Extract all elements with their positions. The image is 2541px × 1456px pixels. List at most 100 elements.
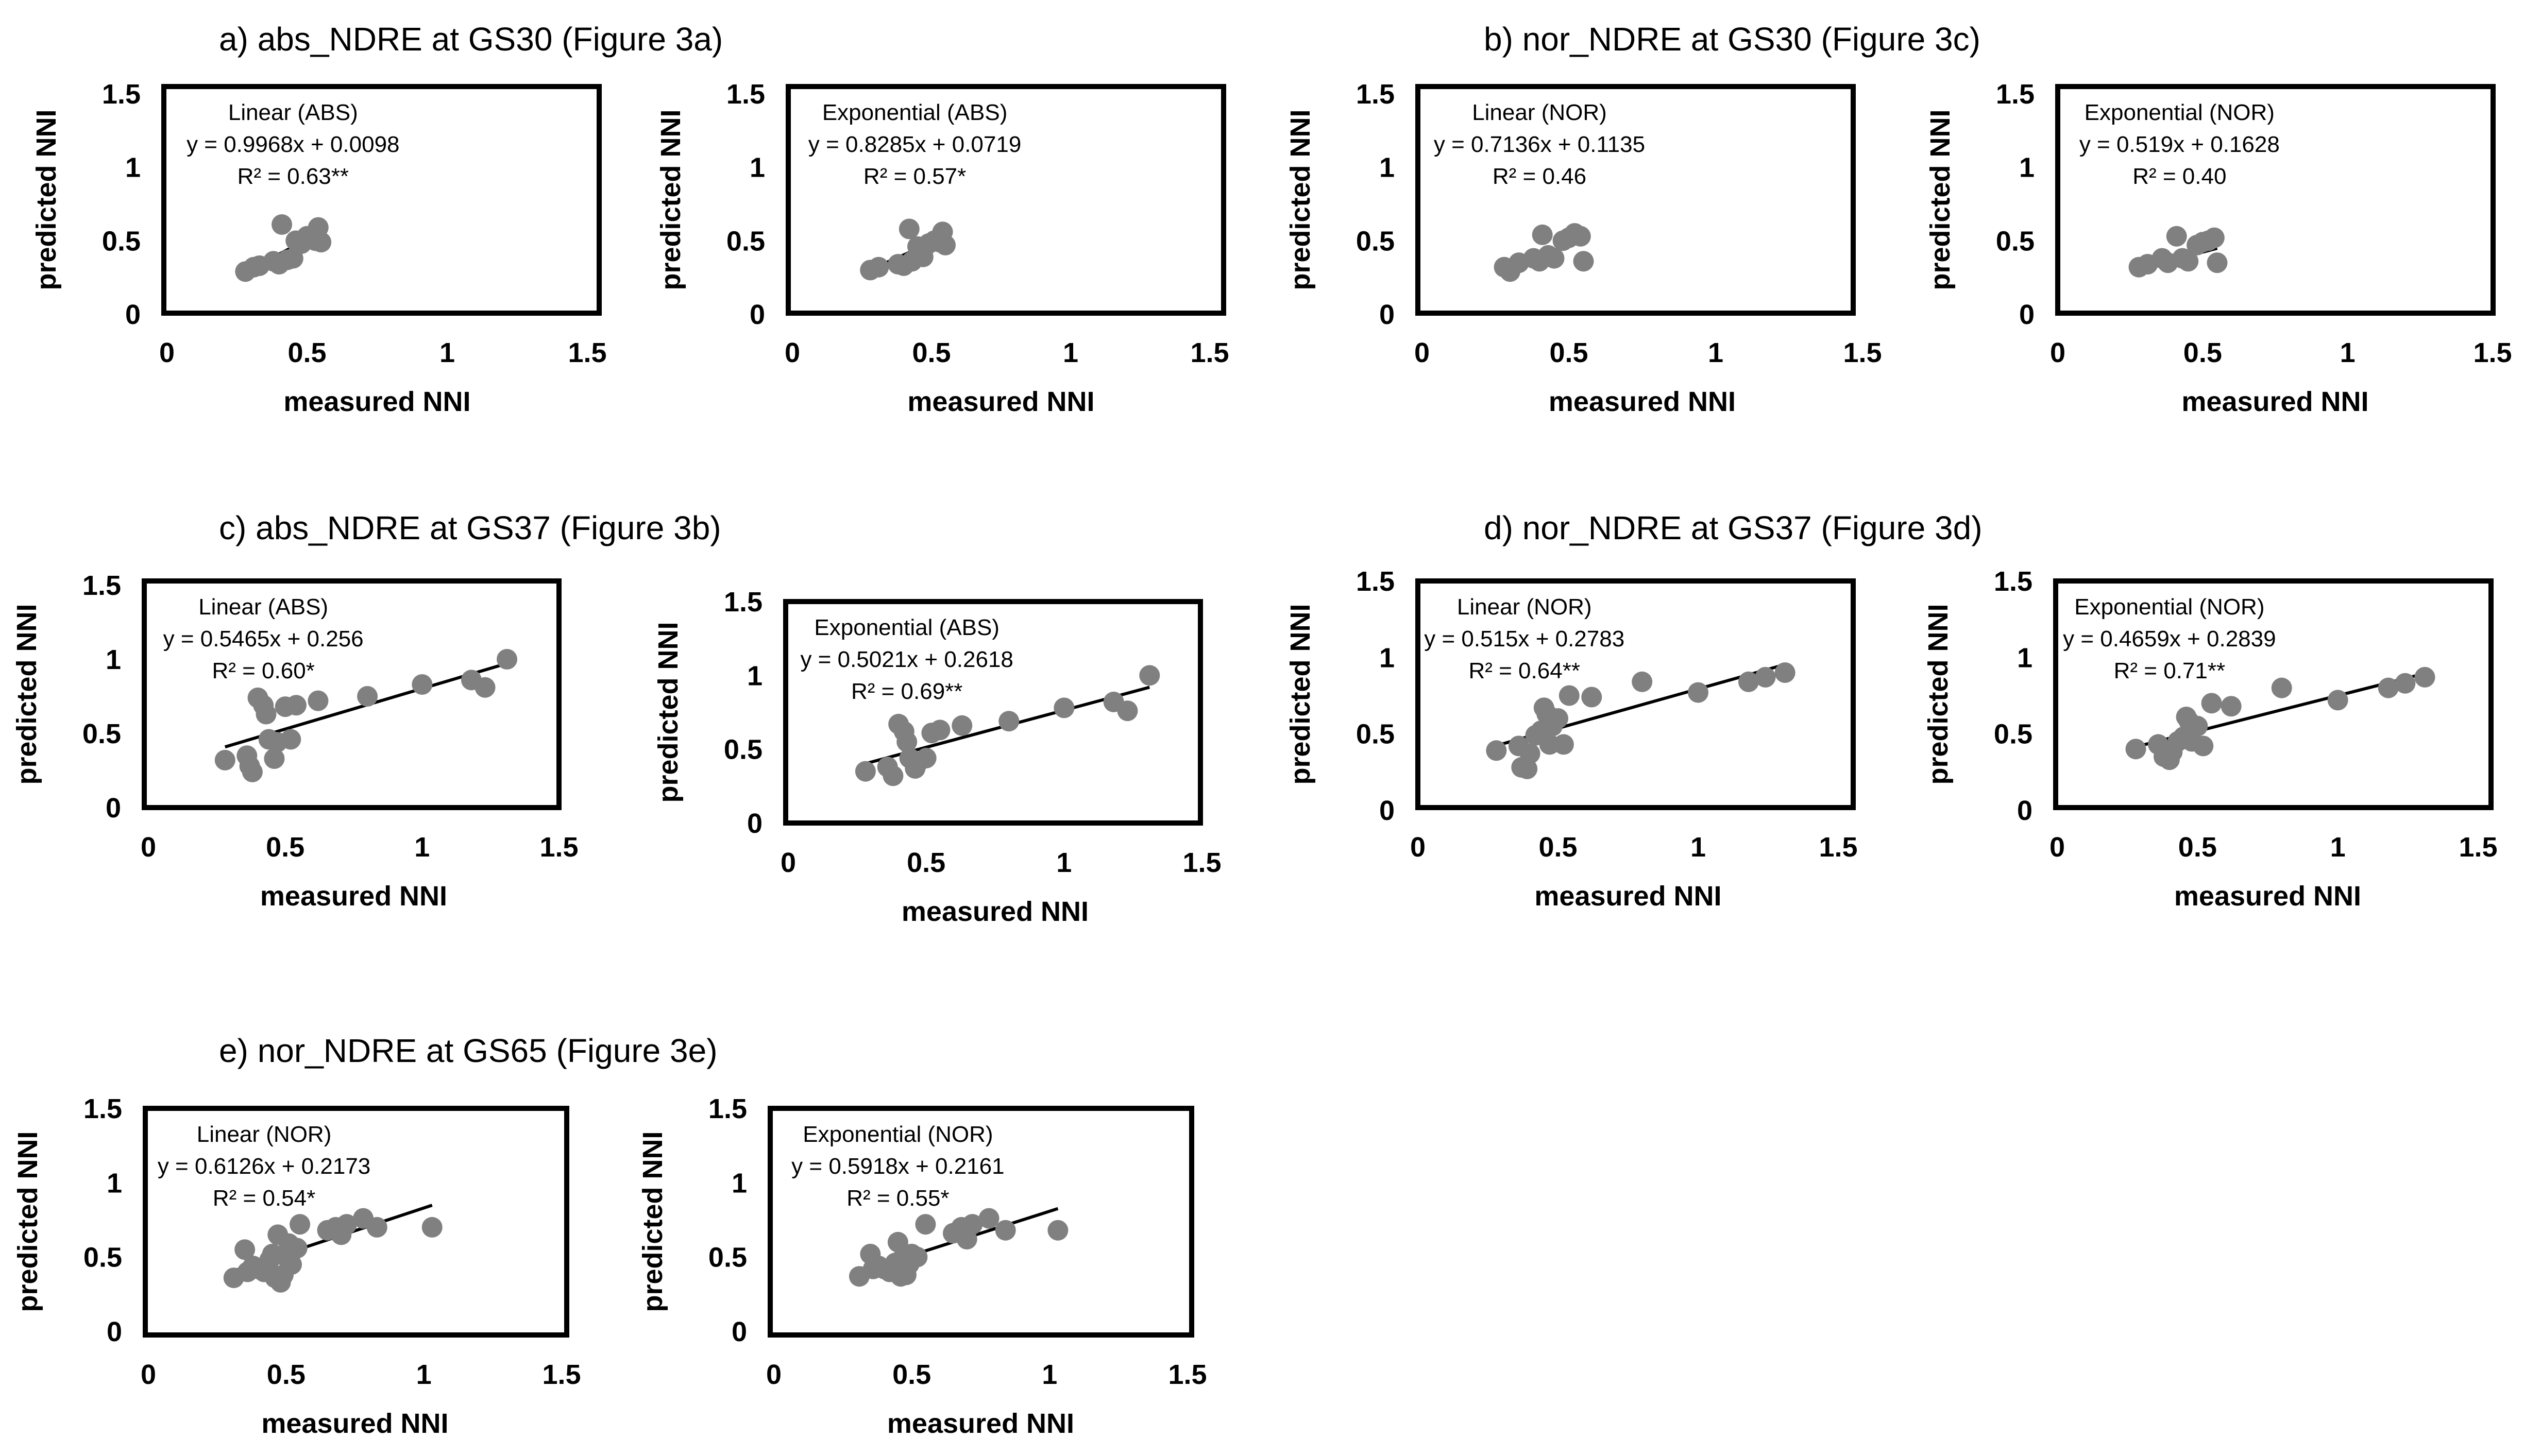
data-point: [1559, 685, 1580, 706]
x-tick-label: 0.5: [1549, 337, 1588, 368]
y-tick-label: 1.5: [102, 79, 141, 110]
data-point: [286, 1238, 308, 1259]
data-point: [2201, 693, 2222, 714]
trend-equation: y = 0.9968x + 0.0098: [187, 132, 399, 157]
scatter-panel: 0 0.5 1 1.5 0 0.5 1 1.5 measured NNI predicted NN…: [655, 79, 1229, 417]
y-tick-label: 0.5: [724, 734, 763, 765]
group-title-a: a) abs_NDRE at GS30 (Figure 3a): [219, 21, 723, 58]
data-point: [899, 218, 920, 239]
r-squared: R² = 0.54*: [213, 1186, 315, 1211]
y-tick-label: 0: [1379, 299, 1395, 330]
data-point: [272, 214, 293, 235]
data-point: [929, 720, 951, 741]
y-tick-label: 1: [125, 152, 141, 183]
x-tick-label: 0: [1410, 832, 1426, 863]
data-point: [952, 715, 973, 736]
r-squared: R² = 0.69**: [851, 679, 962, 704]
trend-label: Exponential (ABS): [822, 100, 1008, 125]
scatter-panel: 0 0.5 1 1.5 0 0.5 1 1.5 measured NNI predicted NN…: [31, 79, 607, 417]
data-point: [290, 1214, 311, 1235]
data-point: [242, 761, 263, 782]
x-tick-label: 1: [1708, 337, 1723, 368]
y-tick-label: 1.5: [724, 587, 763, 618]
y-tick-label: 1.5: [1356, 79, 1395, 110]
y-tick-label: 1.5: [83, 1093, 122, 1124]
data-point: [978, 1208, 1000, 1229]
x-axis-label: measured NNI: [902, 896, 1089, 927]
data-point: [2271, 677, 2292, 698]
y-axis-label: predicted NNI: [655, 109, 686, 290]
y-tick-label: 0.5: [726, 226, 765, 256]
trend-label: Linear (ABS): [198, 594, 328, 620]
y-tick-label: 1.5: [1994, 566, 2032, 597]
x-tick-label: 0.5: [912, 337, 951, 368]
y-axis-label: predicted NNI: [12, 1131, 43, 1312]
plot-frame: [786, 84, 1226, 316]
group-title-e: e) nor_NDRE at GS65 (Figure 3e): [219, 1032, 718, 1069]
data-point: [915, 1214, 936, 1235]
data-point: [1755, 666, 1776, 688]
x-tick-label: 1: [416, 1359, 432, 1390]
y-tick-label: 0.5: [708, 1242, 747, 1273]
data-point: [1548, 708, 1568, 729]
y-tick-label: 1: [1379, 642, 1395, 673]
data-point: [998, 711, 1020, 732]
group-title-b: b) nor_NDRE at GS30 (Figure 3c): [1484, 21, 1980, 58]
x-tick-label: 0: [2050, 337, 2065, 368]
r-squared: R² = 0.64**: [1468, 658, 1580, 683]
y-axis-label: predicted NNI: [653, 622, 684, 802]
x-tick-label: 1.5: [1190, 337, 1229, 368]
plot-frame: [768, 1106, 1194, 1338]
y-tick-label: 1.5: [1996, 79, 2035, 110]
trend-label: Exponential (NOR): [2074, 594, 2264, 620]
x-axis-label: measured NNI: [2174, 881, 2361, 912]
x-tick-label: 0.5: [266, 832, 304, 863]
r-squared: R² = 0.46: [1493, 164, 1586, 189]
data-point: [1738, 671, 1759, 692]
x-tick-label: 0: [141, 832, 156, 863]
y-tick-label: 0: [106, 793, 121, 824]
trend-label: Exponential (NOR): [2085, 100, 2275, 125]
data-point: [995, 1220, 1016, 1241]
data-point: [366, 1217, 387, 1238]
plot-frame: [2055, 84, 2496, 316]
scatter-panel: 0 0.5 1 1.5 0 0.5 1 1.5 measured NNI predicted NN…: [637, 1093, 1207, 1439]
data-point: [2204, 227, 2225, 248]
data-point: [962, 1214, 983, 1235]
y-tick-label: 0: [1379, 795, 1395, 826]
x-tick-label: 0.5: [892, 1359, 931, 1390]
plot-frame: [783, 599, 1203, 826]
x-tick-label: 1.5: [539, 832, 578, 863]
x-tick-label: 0.5: [267, 1359, 306, 1390]
y-tick-label: 1.5: [708, 1093, 747, 1124]
y-tick-label: 0.5: [83, 1242, 122, 1273]
data-point: [497, 649, 518, 670]
x-tick-label: 0.5: [287, 337, 326, 368]
trend-equation: y = 0.5465x + 0.256: [163, 626, 364, 652]
scatter-panel: 0 0.5 1 1.5 0 0.5 1 1.5 measured NNI predicted NN…: [12, 1093, 581, 1439]
x-axis-label: measured NNI: [261, 1408, 448, 1439]
x-axis-label: measured NNI: [283, 386, 470, 417]
y-axis-label: predicted NNI: [1285, 109, 1316, 290]
y-axis-label: predicted NNI: [637, 1131, 668, 1312]
x-tick-label: 0: [781, 847, 796, 878]
data-point: [1117, 700, 1138, 722]
scatter-panel: 0 0.5 1 1.5 0 0.5 1 1.5 measured NNI predicted NN…: [1285, 566, 1858, 912]
x-tick-label: 1.5: [1843, 337, 1882, 368]
data-point: [475, 677, 496, 698]
y-tick-label: 0: [2017, 795, 2032, 826]
data-point: [336, 1214, 357, 1235]
trend-equation: y = 0.4659x + 0.2839: [2063, 626, 2276, 652]
y-axis-label: predicted NNI: [31, 109, 62, 290]
y-tick-label: 1: [750, 152, 765, 183]
trend-equation: y = 0.6126x + 0.2173: [158, 1154, 370, 1179]
chart-panels: 0 0.5 1 1.5 0 0.5 1 1.5 measured NNI predicted NN…: [11, 79, 2512, 1439]
data-point: [2327, 690, 2348, 711]
x-axis-label: measured NNI: [260, 881, 447, 912]
y-axis-label: predicted NNI: [11, 604, 42, 784]
r-squared: R² = 0.63**: [238, 164, 349, 189]
data-point: [421, 1217, 443, 1238]
x-tick-label: 0: [766, 1359, 782, 1390]
y-tick-label: 0: [2019, 299, 2035, 330]
